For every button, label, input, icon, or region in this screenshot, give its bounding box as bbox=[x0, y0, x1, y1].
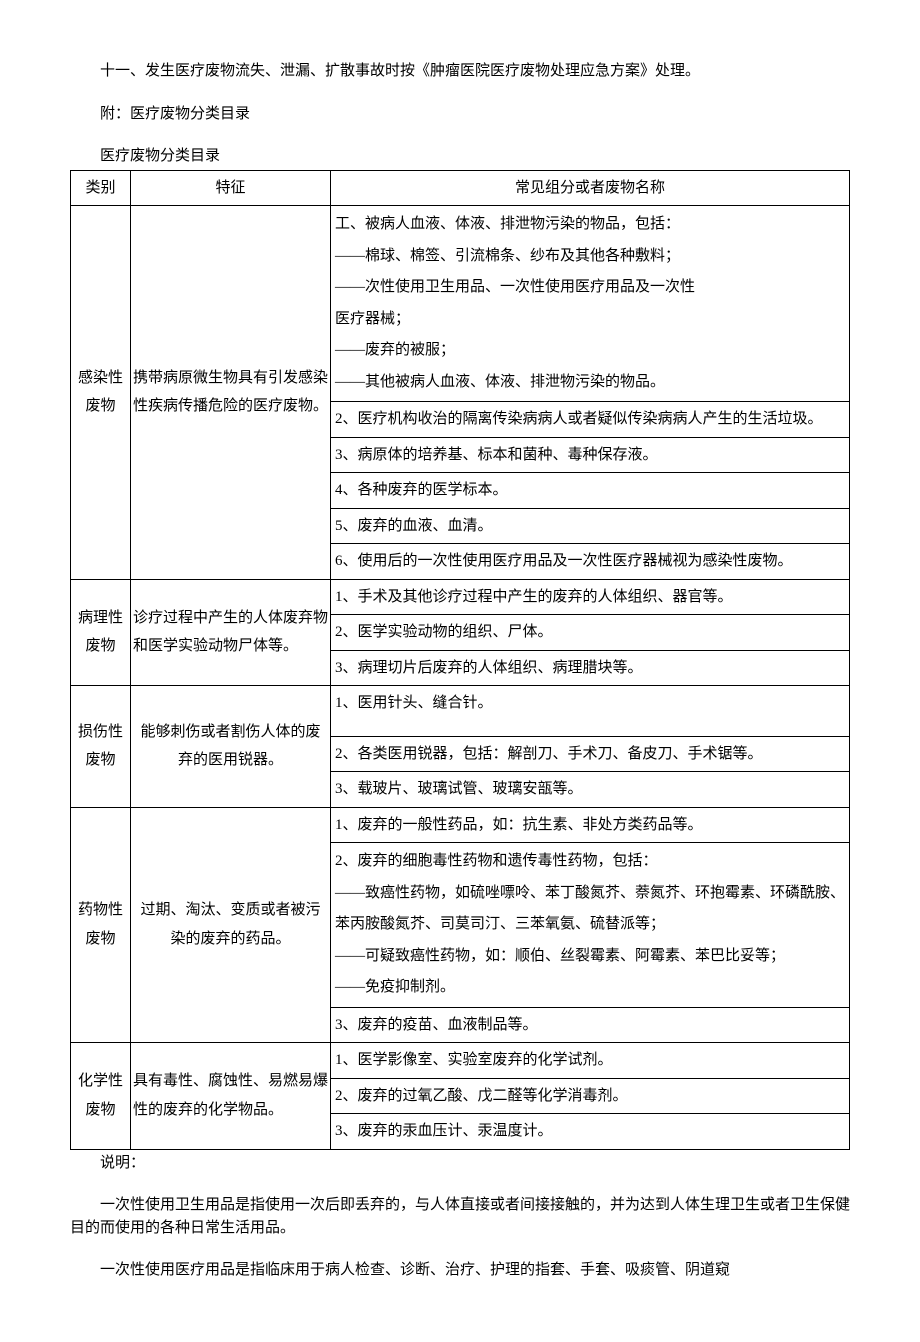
cell-component: 3、病原体的培养基、标本和菌种、毒种保存液。 bbox=[331, 437, 850, 473]
cell-component: 2、医学实验动物的组织、尸体。 bbox=[331, 615, 850, 651]
header-components: 常见组分或者废物名称 bbox=[331, 170, 850, 206]
cell-component: 3、废弃的疫苗、血液制品等。 bbox=[331, 1007, 850, 1043]
cell-feature: 具有毒性、腐蚀性、易燃易爆性的废弃的化学物品。 bbox=[131, 1043, 331, 1150]
cell-category: 病理性 废物 bbox=[71, 579, 131, 686]
cell-feature: 诊疗过程中产生的人体废弃物和医学实验动物尸体等。 bbox=[131, 579, 331, 686]
cell-component: 工、被病人血液、体液、排泄物污染的物品，包括： ——棉球、棉签、引流棉条、纱布及… bbox=[331, 206, 850, 402]
cell-feature: 能够刺伤或者割伤人体的废弃的医用锐器。 bbox=[131, 686, 331, 808]
cell-component: 1、医用针头、缝合针。 bbox=[331, 686, 850, 737]
table-row: 药物性 废物 过期、淘汰、变质或者被污染的废弃的药品。 1、废弃的一般性药品，如… bbox=[71, 807, 850, 843]
header-category: 类别 bbox=[71, 170, 131, 206]
table-row: 化学性 废物 具有毒性、腐蚀性、易燃易爆性的废弃的化学物品。 1、医学影像室、实… bbox=[71, 1043, 850, 1079]
cell-component: 2、废弃的细胞毒性药物和遗传毒性药物，包括： ——致癌性药物，如硫唑嘌呤、苯丁酸… bbox=[331, 843, 850, 1008]
cell-component: 4、各种废弃的医学标本。 bbox=[331, 473, 850, 509]
cell-component: 1、医学影像室、实验室废弃的化学试剂。 bbox=[331, 1043, 850, 1079]
table-header-row: 类别 特征 常见组分或者废物名称 bbox=[71, 170, 850, 206]
note-paragraph: 一次性使用卫生用品是指使用一次后即丢弃的，与人体直接或者间接接触的，并为达到人体… bbox=[70, 1194, 850, 1239]
cell-category: 化学性 废物 bbox=[71, 1043, 131, 1150]
cell-component: 2、废弃的过氧乙酸、戊二醛等化学消毒剂。 bbox=[331, 1078, 850, 1114]
notes-label: 说明： bbox=[70, 1152, 850, 1175]
cell-category: 损伤性 废物 bbox=[71, 686, 131, 808]
attachment-label: 附：医疗废物分类目录 bbox=[70, 103, 850, 126]
intro-paragraph: 十一、发生医疗废物流失、泄漏、扩散事故时按《肿瘤医院医疗废物处理应急方案》处理。 bbox=[70, 60, 850, 83]
cell-feature: 过期、淘汰、变质或者被污染的废弃的药品。 bbox=[131, 807, 331, 1043]
cell-component: 2、医疗机构收治的隔离传染病病人或者疑似传染病病人产生的生活垃圾。 bbox=[331, 402, 850, 438]
table-caption: 医疗废物分类目录 bbox=[70, 145, 850, 168]
cell-component: 2、各类医用锐器，包括：解剖刀、手术刀、备皮刀、手术锯等。 bbox=[331, 736, 850, 772]
cell-feature: 携带病原微生物具有引发感染性疾病传播危险的医疗废物。 bbox=[131, 206, 331, 580]
cell-component: 1、废弃的一般性药品，如：抗生素、非处方类药品等。 bbox=[331, 807, 850, 843]
waste-classification-table: 类别 特征 常见组分或者废物名称 感染性 废物 携带病原微生物具有引发感染性疾病… bbox=[70, 170, 850, 1150]
note-paragraph: 一次性使用医疗用品是指临床用于病人检查、诊断、治疗、护理的指套、手套、吸痰管、阴… bbox=[70, 1259, 850, 1282]
cell-category: 药物性 废物 bbox=[71, 807, 131, 1043]
cell-component: 5、废弃的血液、血清。 bbox=[331, 508, 850, 544]
cell-category: 感染性 废物 bbox=[71, 206, 131, 580]
header-feature: 特征 bbox=[131, 170, 331, 206]
cell-component: 6、使用后的一次性使用医疗用品及一次性医疗器械视为感染性废物。 bbox=[331, 544, 850, 580]
table-row: 病理性 废物 诊疗过程中产生的人体废弃物和医学实验动物尸体等。 1、手术及其他诊… bbox=[71, 579, 850, 615]
cell-component: 3、废弃的汞血压计、汞温度计。 bbox=[331, 1114, 850, 1150]
cell-component: 3、病理切片后废弃的人体组织、病理腊块等。 bbox=[331, 650, 850, 686]
table-row: 感染性 废物 携带病原微生物具有引发感染性疾病传播危险的医疗废物。 工、被病人血… bbox=[71, 206, 850, 402]
cell-component: 3、载玻片、玻璃试管、玻璃安瓿等。 bbox=[331, 772, 850, 808]
table-row: 损伤性 废物 能够刺伤或者割伤人体的废弃的医用锐器。 1、医用针头、缝合针。 bbox=[71, 686, 850, 737]
cell-component: 1、手术及其他诊疗过程中产生的废弃的人体组织、器官等。 bbox=[331, 579, 850, 615]
